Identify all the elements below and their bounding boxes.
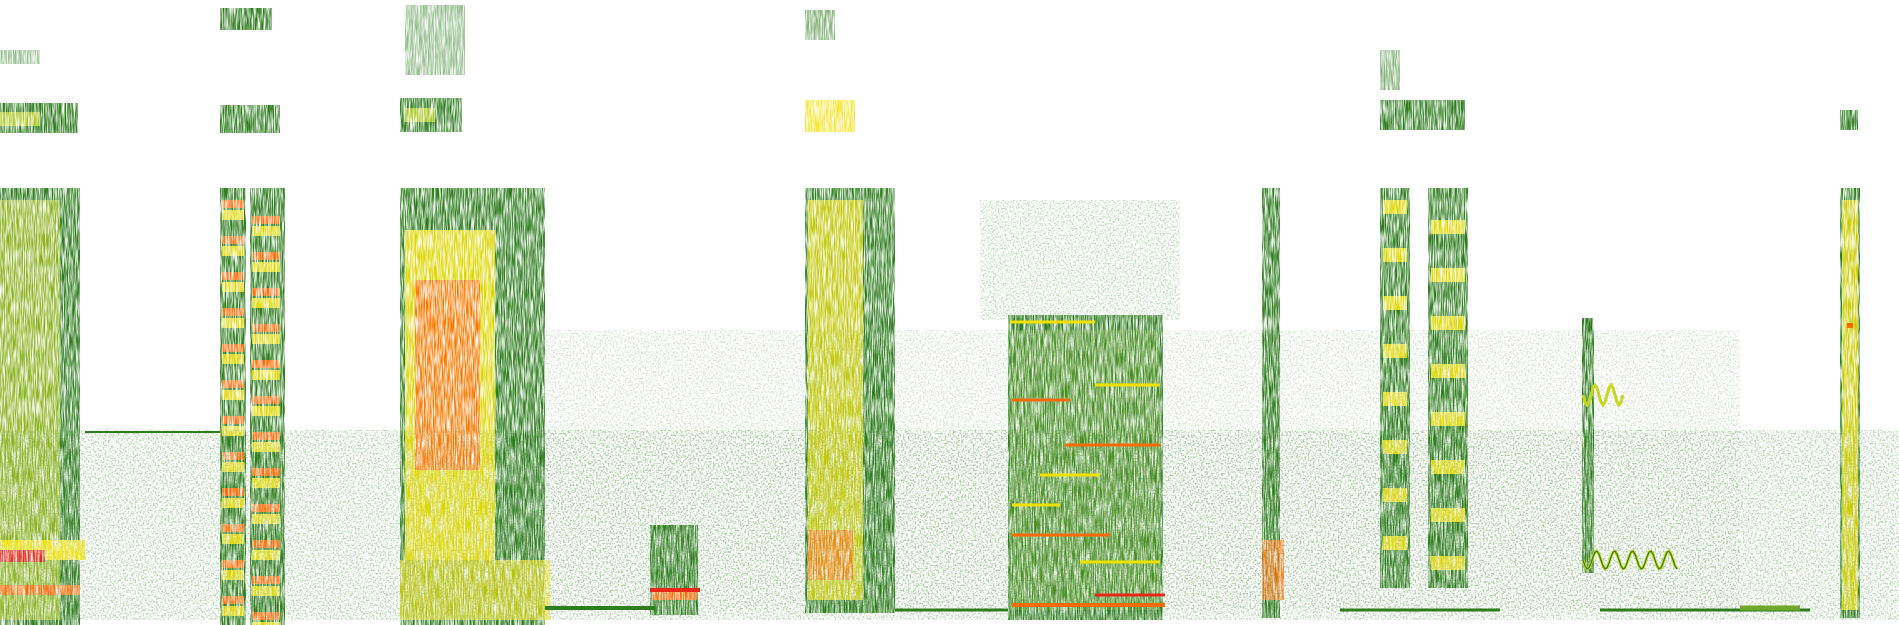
event-7-hot [1262,540,1284,600]
event-2-pulse-b [252,576,280,584]
event-2-pulse-a [222,596,244,604]
event-8-harmonic [1380,100,1465,130]
event-3-hot [415,280,480,470]
event-2-pulse-a2 [222,534,244,544]
event-8-pulse-a [1383,392,1407,406]
event-2-pulse-b2 [252,334,280,344]
event-8-pulse-a [1383,344,1407,358]
event-3-base [400,560,550,620]
event-2-pulse-a [222,416,244,424]
event-2-pulse-a2 [222,246,244,256]
event-2-harmonic [220,105,280,133]
event-8-pulse-b [1431,268,1465,282]
event-8-pulse-a [1383,248,1407,262]
event-2-pulse-a2 [222,426,244,436]
event-2-pulse-b [252,396,280,404]
event-2-pulse-b2 [252,370,280,380]
event-8-pulse-b [1431,316,1465,330]
event-5-hot [808,530,853,580]
event-2-pulse-b2 [252,586,280,596]
event-1-top [0,50,40,64]
event-5-harmonic [805,100,855,132]
event-2-pulse-b [252,540,280,548]
event-2-pulse-a2 [222,606,244,616]
event-2-pulse-b [252,360,280,368]
event-8-pulse-b [1431,220,1465,234]
event-8-top [1380,50,1400,90]
event-2-pulse-a2 [222,318,244,328]
event-2-pulse-a [222,344,244,352]
event-2-pulse-a2 [222,390,244,400]
event-2-pulse-a [222,524,244,532]
event-2-pulse-b2 [252,442,280,452]
event-2-pulse-a2 [222,210,244,220]
event-2-pulse-b [252,432,280,440]
event-2-pulse-b2 [252,298,280,308]
event-3-top [405,5,465,75]
event-8-pulse-b [1431,508,1465,522]
event-8-pulse-b [1431,556,1465,570]
event-2-pulse-a [222,560,244,568]
event-2-pulse-a [222,452,244,460]
event-2-pulse-a [222,488,244,496]
event-2-pulse-b [252,216,280,224]
event-2-pulse-b2 [252,226,280,236]
event-2-pulse-b2 [252,406,280,416]
event-8-pulse-a [1383,536,1407,550]
event-2-pulse-a2 [222,282,244,292]
noise-upper [980,200,1180,320]
event-6-fill [1010,330,1160,610]
event-2-pulse-b [252,288,280,296]
event-2-pulse-b2 [252,550,280,560]
event-10-harmonic [1840,110,1858,130]
event-3-harmonic-core [405,108,435,122]
event-2-pulse-b [252,504,280,512]
event-2-pulse-a [222,272,244,280]
event-2-pulse-a [222,200,244,208]
event-8-pulse-a [1383,440,1407,454]
event-2-pulse-b [252,468,280,476]
event-2-pulse-b2 [252,478,280,488]
event-8-pulse-a [1383,488,1407,502]
event-9-stem [1582,318,1594,573]
event-2-pulse-a2 [222,462,244,472]
event-2-pulse-b2 [252,514,280,524]
event-10-core [1842,200,1858,610]
event-1-hot [0,550,45,562]
event-2-pulse-b [252,252,280,260]
event-2-pulse-b2 [252,262,280,272]
event-8-pulse-a [1383,200,1407,214]
event-4-body [650,525,698,615]
event-8-pulse-b [1431,412,1465,426]
event-2-pulse-a [222,236,244,244]
event-8-col-b [1428,188,1468,588]
event-1-hot-low [0,585,80,595]
event-2-pulse-a [222,380,244,388]
event-2-pulse-b [252,612,280,620]
event-1-harmonic-core [0,112,40,126]
event-8-pulse-b [1431,460,1465,474]
event-2-pulse-a2 [222,354,244,364]
event-8-pulse-a [1383,296,1407,310]
event-5-top [805,10,835,40]
event-2-pulse-b [252,324,280,332]
event-2-top [220,8,272,30]
event-2-pulse-a [222,308,244,316]
event-2-pulse-a2 [222,498,244,508]
event-2-pulse-a2 [222,570,244,580]
event-8-pulse-b [1431,364,1465,378]
